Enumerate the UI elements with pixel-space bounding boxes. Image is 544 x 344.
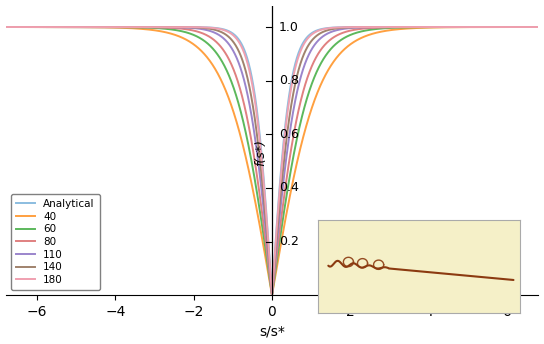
Analytical bbox=[2, 25, 9, 29]
60 bbox=[269, 292, 275, 297]
Analytical bbox=[535, 25, 542, 29]
Line: 40: 40 bbox=[5, 27, 539, 295]
60 bbox=[2, 25, 9, 29]
80 bbox=[230, 66, 236, 70]
80 bbox=[207, 35, 213, 39]
180 bbox=[95, 25, 101, 29]
Line: 80: 80 bbox=[5, 27, 539, 294]
Text: 0.4: 0.4 bbox=[279, 181, 299, 194]
Line: 110: 110 bbox=[5, 27, 539, 294]
80 bbox=[467, 25, 474, 29]
140 bbox=[467, 25, 474, 29]
Analytical bbox=[525, 25, 531, 29]
140 bbox=[63, 25, 70, 29]
40 bbox=[525, 25, 531, 29]
80 bbox=[63, 25, 70, 29]
80 bbox=[269, 292, 275, 297]
140 bbox=[230, 40, 236, 44]
Line: 180: 180 bbox=[5, 27, 539, 294]
110 bbox=[230, 49, 236, 53]
40 bbox=[269, 293, 275, 297]
Line: 140: 140 bbox=[5, 27, 539, 294]
40 bbox=[535, 25, 542, 29]
X-axis label: s/s*: s/s* bbox=[259, 324, 285, 338]
40 bbox=[95, 25, 101, 29]
60 bbox=[207, 43, 213, 47]
40 bbox=[207, 59, 213, 63]
140 bbox=[535, 25, 542, 29]
Line: 60: 60 bbox=[5, 27, 539, 294]
60 bbox=[230, 84, 236, 88]
Legend: Analytical, 40, 60, 80, 110, 140, 180: Analytical, 40, 60, 80, 110, 140, 180 bbox=[11, 194, 100, 290]
180 bbox=[525, 25, 531, 29]
110 bbox=[63, 25, 70, 29]
180 bbox=[467, 25, 474, 29]
Analytical bbox=[95, 25, 101, 29]
110 bbox=[207, 29, 213, 33]
40 bbox=[2, 25, 9, 29]
180 bbox=[2, 25, 9, 29]
60 bbox=[467, 25, 474, 29]
Text: 0.6: 0.6 bbox=[279, 128, 299, 141]
Analytical bbox=[207, 25, 213, 30]
110 bbox=[535, 25, 542, 29]
60 bbox=[63, 25, 70, 29]
140 bbox=[269, 292, 275, 296]
80 bbox=[95, 25, 101, 29]
80 bbox=[525, 25, 531, 29]
60 bbox=[525, 25, 531, 29]
60 bbox=[95, 25, 101, 29]
140 bbox=[2, 25, 9, 29]
Analytical bbox=[269, 292, 275, 296]
40 bbox=[467, 25, 474, 29]
60 bbox=[535, 25, 542, 29]
180 bbox=[63, 25, 70, 29]
Text: 0.2: 0.2 bbox=[279, 235, 299, 248]
180 bbox=[535, 25, 542, 29]
80 bbox=[535, 25, 542, 29]
140 bbox=[525, 25, 531, 29]
180 bbox=[207, 26, 213, 30]
140 bbox=[95, 25, 101, 29]
80 bbox=[2, 25, 9, 29]
40 bbox=[230, 108, 236, 112]
110 bbox=[2, 25, 9, 29]
110 bbox=[269, 292, 275, 296]
Text: f(s*): f(s*) bbox=[254, 140, 267, 166]
Line: Analytical: Analytical bbox=[5, 27, 539, 294]
110 bbox=[525, 25, 531, 29]
Analytical bbox=[63, 25, 70, 29]
Analytical bbox=[230, 32, 236, 36]
110 bbox=[95, 25, 101, 29]
110 bbox=[467, 25, 474, 29]
Text: 0.8: 0.8 bbox=[279, 74, 299, 87]
40 bbox=[63, 25, 70, 29]
Text: 1.0: 1.0 bbox=[279, 21, 299, 33]
180 bbox=[230, 33, 236, 37]
180 bbox=[269, 292, 275, 296]
Analytical bbox=[467, 25, 474, 29]
140 bbox=[207, 27, 213, 31]
